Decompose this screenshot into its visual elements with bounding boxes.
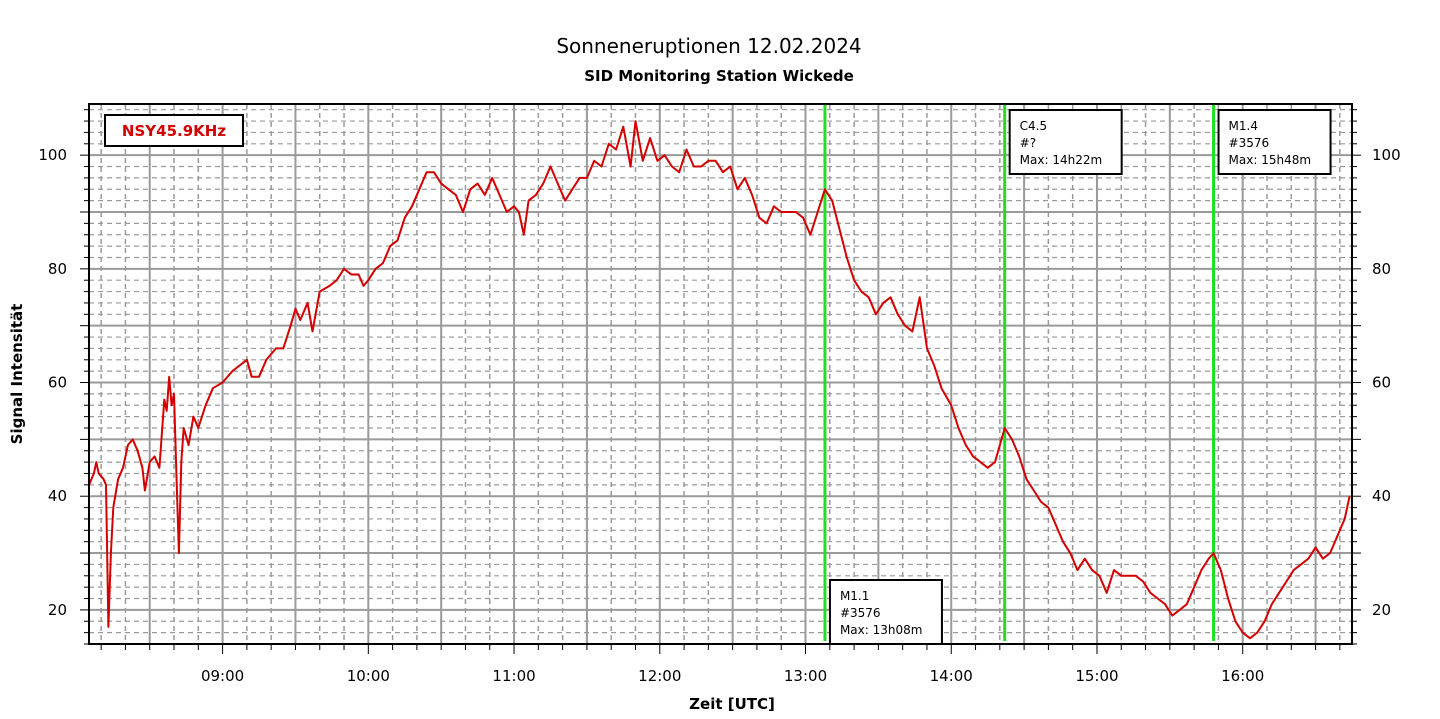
- annotation-box: [1008, 109, 1123, 175]
- legend-entry: NSY45.9KHz: [122, 122, 226, 140]
- x-tick-label: 15:00: [1075, 667, 1118, 685]
- series-group: [88, 120, 1351, 640]
- x-tick-label: 09:00: [201, 667, 244, 685]
- legend: NSY45.9KHz: [104, 114, 244, 147]
- annotation-box: [1217, 109, 1332, 175]
- series-line: [88, 120, 1351, 640]
- y-tick-label-right: 40: [1372, 487, 1391, 505]
- y-tick-label-left: 100: [38, 146, 67, 164]
- x-tick-label: 13:00: [784, 667, 827, 685]
- annotations: M1.1 #3576 Max: 13h08m C4.5 #? Max: 14h22m M1.…: [828, 109, 1332, 645]
- x-tick-label: 11:00: [492, 667, 535, 685]
- y-tick-label-right: 60: [1372, 374, 1391, 392]
- legend-box: [104, 114, 244, 147]
- chart-title: Sonneneruptionen 12.02.2024: [556, 34, 861, 58]
- chart-subtitle: SID Monitoring Station Wickede: [584, 67, 854, 85]
- annotation-text: #3576: [1229, 136, 1270, 150]
- annotation-text: Max: 14h22m: [1020, 153, 1103, 167]
- x-tick-label: 12:00: [638, 667, 681, 685]
- event-lines: [823, 104, 1216, 641]
- x-tick-label: 16:00: [1221, 667, 1264, 685]
- annotation-text: M1.1: [840, 589, 869, 603]
- grid: [89, 104, 1352, 645]
- annotation-text: M1.4: [1229, 119, 1258, 133]
- annotation-text: #?: [1020, 136, 1036, 150]
- annotation-text: #3576: [840, 606, 881, 620]
- annotation-box: [828, 579, 943, 645]
- plot-frame: [88, 103, 1353, 645]
- x-axis-label: Zeit [UTC]: [689, 695, 775, 713]
- x-tick-label: 10:00: [347, 667, 390, 685]
- y-axis-label: Signal Intensität: [8, 304, 26, 445]
- annotation-text: Max: 13h08m: [840, 623, 923, 637]
- y-tick-label-left: 80: [48, 260, 67, 278]
- y-tick-label-right: 100: [1372, 146, 1401, 164]
- y-tick-label-left: 40: [48, 487, 67, 505]
- flare-annotation: M1.4 #3576 Max: 15h48m: [1217, 109, 1332, 175]
- y-tick-label-left: 20: [48, 601, 67, 619]
- ticks: 09:00 10:00 11:00 12:00 13:00 14:00 15:00 16:00…: [38, 109, 1401, 685]
- y-tick-label-right: 80: [1372, 260, 1391, 278]
- y-tick-label-right: 20: [1372, 601, 1391, 619]
- y-tick-label-left: 60: [48, 374, 67, 392]
- flare-annotation: C4.5 #? Max: 14h22m: [1008, 109, 1123, 175]
- annotation-text: Max: 15h48m: [1229, 153, 1312, 167]
- flare-annotation: M1.1 #3576 Max: 13h08m: [828, 579, 943, 645]
- annotation-text: C4.5: [1020, 119, 1047, 133]
- x-tick-label: 14:00: [930, 667, 973, 685]
